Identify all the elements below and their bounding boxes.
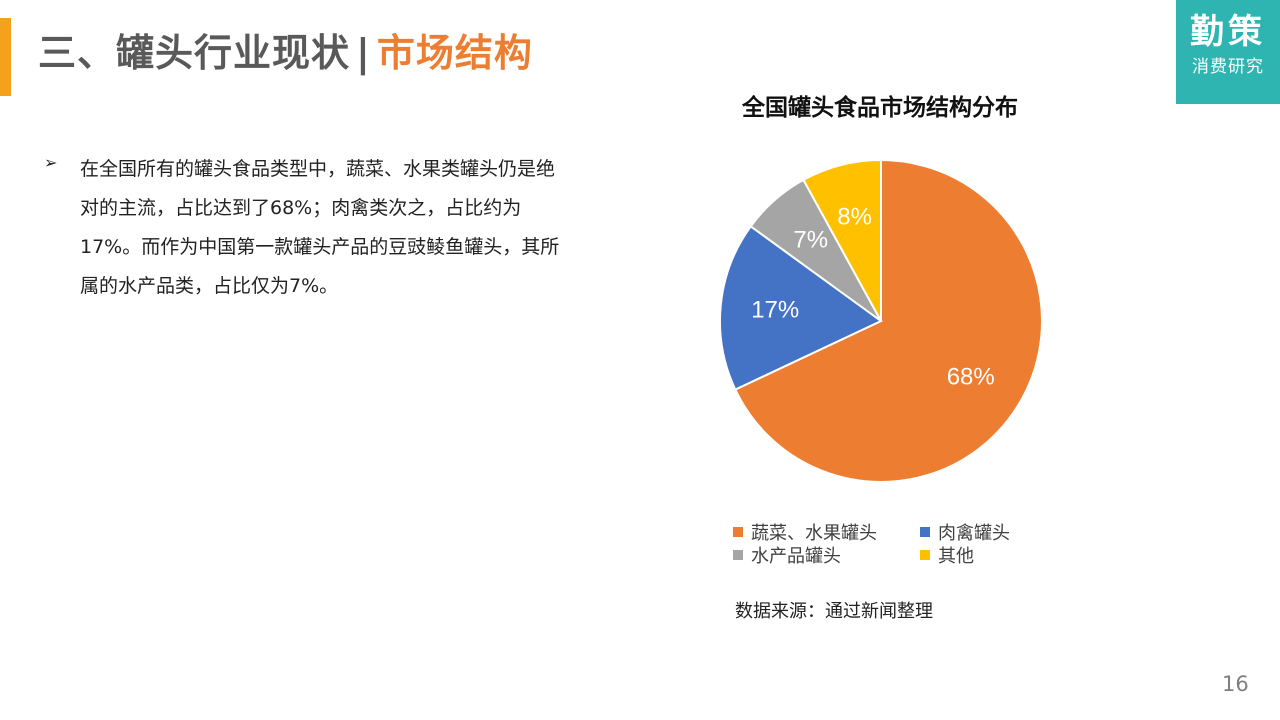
pie-slice-meat-poultry (719, 224, 883, 391)
pie-slice-other (802, 158, 882, 322)
legend-swatch (920, 527, 930, 537)
brand-logo-sub: 消费研究 (1192, 57, 1264, 77)
chart-title: 全国罐头食品市场结构分布 (742, 95, 1018, 121)
legend-label: 蔬菜、水果罐头 (751, 523, 877, 544)
pie-label-aquatic: 7% (793, 227, 828, 254)
pie-label-meat-poultry: 17% (751, 296, 799, 323)
page-title-separator: | (356, 31, 371, 75)
legend-item-other: 其他 (920, 545, 974, 569)
legend-item-aquatic: 水产品罐头 (733, 545, 841, 569)
legend-label: 其他 (938, 546, 974, 567)
pie-slice-vegetable-fruit (733, 158, 1043, 483)
page-number: 16 (1222, 672, 1249, 696)
pie-label-other: 8% (837, 203, 872, 230)
legend-item-vegetable-fruit: 蔬菜、水果罐头 (733, 522, 877, 546)
legend-item-meat-poultry: 肉禽罐头 (920, 522, 1010, 546)
legend-swatch (733, 527, 743, 537)
legend-label: 肉禽罐头 (938, 523, 1010, 544)
page-title-sub: 市场结构 (376, 31, 533, 75)
page-title: 三、罐头行业现状 | 市场结构 (38, 22, 533, 77)
legend-swatch (920, 550, 930, 560)
pie-label-vegetable-fruit: 68% (947, 363, 995, 390)
page-title-main: 三、罐头行业现状 (38, 31, 351, 75)
legend-label: 水产品罐头 (751, 546, 841, 567)
brand-logo-main: 勤策 (1190, 12, 1266, 52)
title-accent-bar (0, 18, 11, 96)
pie-chart: 68% 17% 7% 8% (719, 158, 1043, 483)
bullet-text: 在全国所有的罐头食品类型中，蔬菜、水果类罐头仍是绝对的主流，占比达到了68%；肉… (80, 158, 560, 297)
bullet-arrow-icon: ➢ (44, 153, 58, 172)
brand-logo: 勤策 消费研究 (1176, 0, 1280, 104)
data-source: 数据来源：通过新闻整理 (735, 601, 933, 622)
legend-swatch (733, 550, 743, 560)
